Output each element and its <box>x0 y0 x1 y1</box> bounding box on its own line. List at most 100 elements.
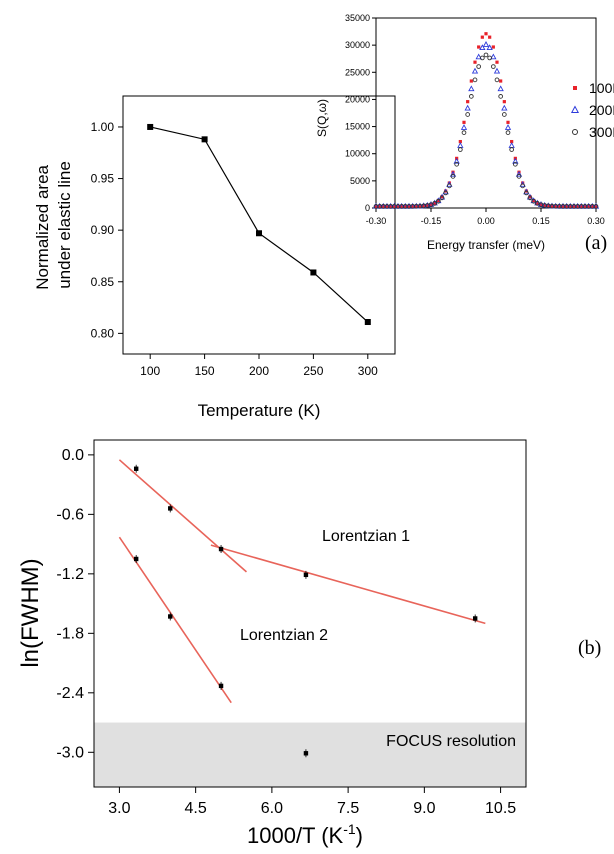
inset-point-200K <box>460 124 468 130</box>
lorentzian-2-label: Lorentzian 2 <box>240 627 328 644</box>
inset-point-100K <box>528 195 532 199</box>
inset-point-100K <box>594 204 598 208</box>
area-data-point <box>256 230 262 237</box>
inset-x-tick-label: -0.15 <box>421 216 442 226</box>
inset-point-300K <box>483 52 489 58</box>
area-data-point <box>364 319 371 326</box>
inset-point-100K <box>389 204 393 208</box>
inset-point-100K <box>587 204 591 208</box>
inset-point-100K <box>506 120 510 124</box>
area-data-point <box>310 269 317 276</box>
inset-point-300K <box>501 112 507 117</box>
inset-point-100K <box>418 204 422 208</box>
inset-point-100K <box>385 204 389 208</box>
panel-b-plot-frame <box>93 439 527 788</box>
inset-point-300K <box>523 190 529 196</box>
inset-point-300K <box>454 161 460 167</box>
inset-point-300K <box>450 174 456 179</box>
inset-y-tick-label: 10000 <box>345 149 370 159</box>
inset-point-300K <box>435 198 441 204</box>
panel-b-x-axis-label-end: ) <box>356 823 363 848</box>
panel-a-main-chart: 100 150 200 250 300 0.80 0.85 0.90 0.95 1.00 Temp… <box>33 95 396 420</box>
data-point <box>472 616 478 621</box>
inset-point-300K <box>461 130 467 135</box>
data-point <box>133 556 139 562</box>
inset-point-100K <box>535 201 539 205</box>
inset-point-300K <box>527 195 533 201</box>
inset-point-300K <box>593 204 599 209</box>
data-point <box>218 546 224 552</box>
inset-point-100K <box>576 204 580 208</box>
inset-y-tick-label: 15000 <box>345 122 370 132</box>
inset-point-200K <box>453 157 460 164</box>
panel-a-main-y-axis-label-line-2: under elastic line <box>55 161 74 289</box>
b-y-tick-label: 0.0 <box>62 447 84 464</box>
inset-point-100K <box>546 204 550 208</box>
inset-y-tick-label: 0 <box>365 203 370 213</box>
inset-point-300K <box>512 161 518 167</box>
inset-point-100K <box>543 203 547 207</box>
data-point <box>218 683 224 689</box>
inset-point-200K <box>435 197 442 204</box>
panel-a-main-x-axis-label: Temperature (K) <box>198 401 321 420</box>
inset-point-100K <box>469 79 473 83</box>
legend-marker-100K <box>573 86 577 90</box>
inset-point-100K <box>400 204 404 208</box>
inset-point-300K <box>432 201 438 206</box>
inset-point-100K <box>414 204 418 208</box>
y-tick-label: 0.90 <box>91 223 115 237</box>
b-y-tick-label: -3.0 <box>56 744 84 761</box>
inset-point-300K <box>468 94 474 99</box>
inset-point-200K <box>479 44 486 51</box>
inset-point-100K <box>378 204 382 208</box>
legend-label-100K: 100K <box>589 80 614 96</box>
x-tick-label: 150 <box>195 364 215 378</box>
y-tick-label: 1.00 <box>91 120 115 134</box>
inset-point-100K <box>403 204 407 208</box>
area-series-line <box>150 126 369 323</box>
inset-point-100K <box>392 204 396 208</box>
panel-b-label: (b) <box>578 637 601 659</box>
b-x-tick-label: 9.0 <box>413 800 435 817</box>
inset-point-300K <box>494 77 500 83</box>
b-x-tick-label: 4.5 <box>185 800 207 817</box>
b-x-tick-label: 10.5 <box>485 800 516 817</box>
fit-line-lorentzian-2 <box>118 536 232 704</box>
inset-point-100K <box>532 198 536 203</box>
panel-b-y-axis-label: ln(FWHM) <box>17 558 44 667</box>
inset-point-100K <box>502 100 506 104</box>
inset-point-100K <box>440 195 444 199</box>
legend-label-300K: 300K <box>589 124 614 140</box>
inset-point-300K <box>479 55 485 61</box>
legend-marker-300K <box>572 129 578 135</box>
panel-b-chart: FOCUS resolution 3.0 4.5 6.0 7.5 9.0 10.5 0.0 -… <box>17 439 527 848</box>
inset-point-100K <box>458 139 462 144</box>
inset-point-100K <box>561 204 565 208</box>
inset-point-100K <box>480 35 484 39</box>
panel-a-inset-x-axis-label: Energy transfer (meV) <box>427 238 545 252</box>
inset-point-100K <box>425 203 429 207</box>
inset-point-100K <box>422 204 426 208</box>
inset-point-200K <box>464 104 471 111</box>
inset-point-100K <box>550 204 554 208</box>
inset-point-200K <box>486 44 493 51</box>
panel-a-main-y-axis-label: Normalized area under elastic line <box>33 160 74 289</box>
inset-point-200K <box>497 85 504 92</box>
data-point <box>303 572 309 578</box>
inset-point-300K <box>472 77 478 83</box>
panel-a-inset-chart: -0.30 -0.15 0.00 0.15 0.30 0 5000 10000 15000 200… <box>315 13 614 252</box>
inset-point-100K <box>539 202 543 207</box>
inset-point-300K <box>505 130 511 135</box>
b-x-tick-label: 3.0 <box>108 800 130 817</box>
legend-marker-200K <box>570 105 580 113</box>
panel-a-main-plot-frame <box>122 95 396 355</box>
inset-point-200K <box>471 67 479 74</box>
inset-point-100K <box>521 181 525 185</box>
inset-point-100K <box>495 60 499 64</box>
x-tick-label: 100 <box>140 364 160 378</box>
legend-label-200K: 200K <box>589 102 614 118</box>
inset-point-300K <box>439 195 445 201</box>
area-data-point <box>201 136 208 143</box>
inset-point-100K <box>579 204 583 208</box>
inset-point-100K <box>436 198 440 203</box>
